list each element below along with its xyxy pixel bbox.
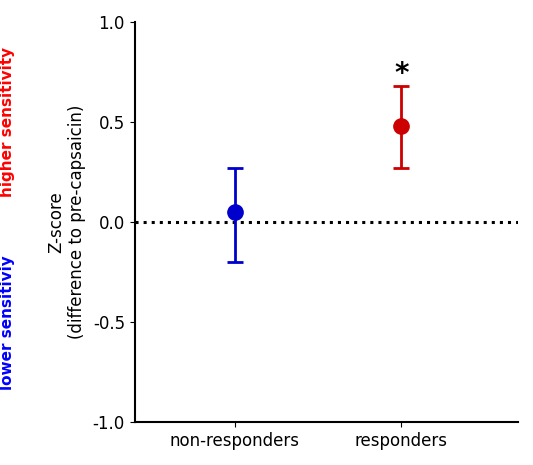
Text: *: * — [394, 60, 409, 88]
Text: higher sensitivity: higher sensitivity — [1, 47, 15, 197]
Y-axis label: Z-score
(difference to pre-capsaicin): Z-score (difference to pre-capsaicin) — [47, 105, 86, 339]
Text: lower sensitiviy: lower sensitiviy — [1, 255, 15, 390]
